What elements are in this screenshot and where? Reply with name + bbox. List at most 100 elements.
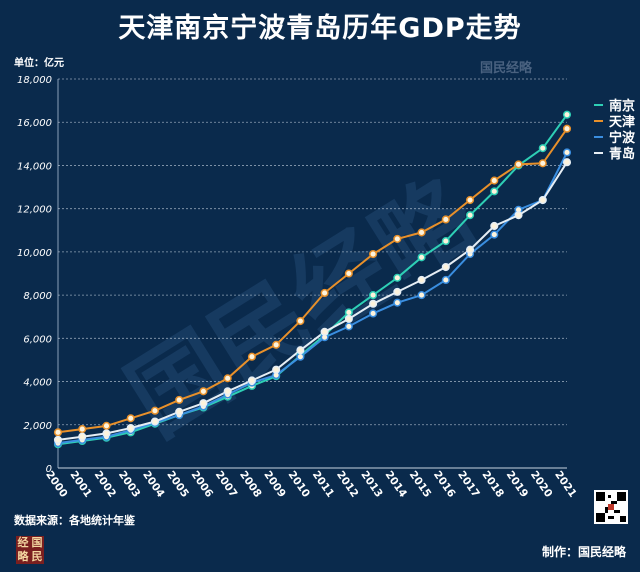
data-point [199,387,208,396]
data-point [369,250,378,259]
data-point [272,365,281,374]
data-point [223,387,232,396]
data-point [441,237,450,246]
series-lines [53,110,572,449]
y-tick-label: 2,000 [23,421,52,432]
data-point [369,291,378,300]
data-point [102,421,111,430]
data-point [344,322,353,331]
data-point [126,423,135,433]
x-tick-label: 2009 [261,469,288,500]
data-point [417,275,426,285]
data-point [296,346,305,355]
qr-code-icon [594,490,628,524]
y-tick-label: 6,000 [23,334,52,345]
y-tick-label: 10,000 [17,248,52,259]
data-point [465,245,475,254]
data-point [175,407,184,416]
legend-label: 南京 [609,98,635,114]
data-point [344,269,353,278]
data-point [393,287,402,296]
data-point [465,195,475,205]
y-tick-label: 16,000 [17,118,52,129]
data-point [562,124,572,133]
data-point [126,414,135,423]
data-point [53,428,63,437]
x-tick-label: 2015 [407,469,434,500]
data-point [272,340,281,349]
y-tick-label: 14,000 [17,161,52,172]
data-point [538,144,547,153]
data-point [344,314,353,323]
data-point [538,195,547,205]
data-point [393,234,402,243]
data-point [247,352,256,361]
data-point [393,273,402,282]
x-tick-label: 2013 [358,469,385,500]
data-point [490,176,499,185]
data-point [78,425,87,434]
logo-char: 国 [31,536,43,549]
x-tick-label: 2000 [43,469,70,500]
data-point [53,435,63,444]
data-point [296,316,305,326]
x-tick-label: 2006 [189,469,216,500]
data-point [538,159,547,168]
y-tick-label: 4,000 [23,378,52,389]
series-line [57,114,568,446]
y-tick-label: 12,000 [17,205,52,216]
x-tick-label: 2018 [479,469,506,500]
data-point [320,288,329,298]
data-point [441,275,450,285]
logo-char: 民 [31,550,43,563]
data-point [175,395,184,404]
x-tick-label: 2011 [310,469,337,500]
x-axis: 2000200120022003200420052006200720082009… [43,469,579,500]
data-point [562,110,572,119]
data-point [514,160,523,169]
brand-logo: 经 国 略 民 [16,536,44,564]
data-point [78,432,87,441]
legend-label: 天津 [609,114,635,130]
data-point [102,429,111,438]
legend-label: 青岛 [609,146,635,162]
x-tick-label: 2002 [92,469,119,500]
data-point [417,291,426,300]
data-point [562,158,572,167]
x-tick-label: 2020 [528,469,555,500]
data-point [247,376,256,385]
unit-label: 单位：亿元 [14,58,64,69]
data-point [562,148,572,157]
data-point [465,211,475,220]
x-tick-label: 2012 [334,469,361,500]
x-tick-label: 2008 [237,469,264,500]
data-point [223,374,232,383]
data-point [199,399,208,408]
data-point [393,298,402,307]
series-line [57,152,568,445]
data-point [441,262,450,272]
data-point [514,211,523,220]
data-point [296,352,305,361]
data-point [490,221,499,231]
x-tick-label: 2010 [286,469,313,500]
data-point [369,309,378,318]
series-line [57,161,568,441]
data-point [320,327,329,336]
y-axis: 0 2,000 4,000 6,000 8,000 10,000 12,000 14,000 1… [17,75,52,475]
data-source: 数据来源：各地统计年鉴 [14,514,135,527]
y-tick-label: 0 [46,464,52,475]
data-point [150,406,160,415]
watermark-text: 国民经略 [480,60,533,76]
logo-char: 经 [17,536,29,549]
data-point [417,228,426,237]
x-tick-label: 2021 [552,469,579,500]
chart-title: 天津南京宁波青岛历年GDP走势 [118,13,522,44]
x-tick-label: 2004 [140,469,167,500]
legend-label: 宁波 [609,130,636,146]
data-point [490,230,499,239]
x-tick-label: 2017 [455,469,482,500]
